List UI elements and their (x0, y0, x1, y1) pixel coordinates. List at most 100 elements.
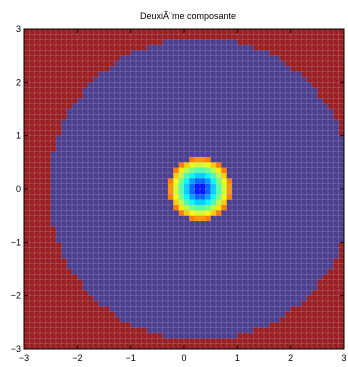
heatmap-cell (157, 205, 163, 211)
heatmap-cell (280, 157, 286, 163)
x-tick-label: 1 (235, 353, 240, 363)
heatmap-cell (237, 130, 243, 136)
heatmap-cell (173, 77, 179, 83)
heatmap-cell (210, 242, 217, 248)
heatmap-cell (216, 135, 222, 142)
heatmap-cell (189, 167, 195, 174)
heatmap-cell (162, 231, 169, 238)
heatmap-cell (328, 82, 334, 88)
heatmap-cell (333, 311, 339, 318)
heatmap-cell (338, 109, 345, 115)
heatmap-cell (168, 237, 174, 243)
heatmap-cell (40, 109, 46, 115)
heatmap-cell (258, 167, 265, 174)
heatmap-cell (237, 109, 243, 115)
heatmap-cell (274, 93, 281, 99)
heatmap-cell (77, 215, 83, 222)
heatmap-cell (98, 146, 105, 152)
heatmap-cell (93, 279, 99, 286)
heatmap-cell (66, 87, 73, 94)
heatmap-cell (189, 205, 195, 211)
heatmap-cell (274, 295, 281, 302)
heatmap-cell (29, 333, 35, 339)
heatmap-cell (280, 258, 286, 264)
heatmap-cell (88, 114, 94, 120)
heatmap-cell (322, 61, 329, 67)
heatmap-cell (248, 322, 254, 328)
heatmap-cell (290, 61, 297, 67)
heatmap-cell (98, 178, 105, 184)
heatmap-cell (93, 290, 99, 296)
heatmap-cell (221, 39, 227, 46)
heatmap-cell (290, 103, 297, 110)
heatmap-cell (333, 173, 339, 179)
heatmap-cell (216, 130, 222, 136)
heatmap-cell (237, 306, 243, 312)
heatmap-cell (338, 162, 345, 168)
heatmap-cell (322, 263, 329, 270)
heatmap-cell (306, 162, 313, 168)
heatmap-cell (157, 130, 163, 136)
heatmap-cell (120, 50, 126, 56)
heatmap-cell (216, 226, 222, 232)
heatmap-cell (285, 103, 291, 110)
heatmap-cell (72, 290, 78, 296)
heatmap-cell (40, 146, 46, 152)
heatmap-cell (338, 55, 345, 62)
heatmap-cell (29, 173, 35, 179)
heatmap-cell (328, 237, 334, 243)
heatmap-cell (88, 66, 94, 72)
heatmap-cell (141, 242, 147, 248)
heatmap-cell (184, 50, 190, 56)
heatmap-cell (306, 343, 313, 350)
heatmap-cell (258, 306, 265, 312)
heatmap-cell (280, 29, 286, 35)
heatmap-cell (296, 183, 302, 190)
heatmap-cell (66, 93, 73, 99)
heatmap-cell (72, 146, 78, 152)
heatmap-cell (232, 290, 238, 296)
heatmap-cell (200, 119, 206, 126)
heatmap-cell (24, 82, 30, 88)
heatmap-cell (221, 242, 227, 248)
heatmap-cell (184, 199, 190, 206)
heatmap-cell (333, 141, 339, 147)
heatmap-cell (120, 258, 126, 264)
heatmap-cell (237, 301, 243, 307)
heatmap-cell (114, 199, 121, 206)
heatmap-cell (136, 253, 142, 259)
heatmap-cell (24, 258, 30, 264)
grid-line-diagonal (24, 29, 206, 211)
heatmap-cell (29, 290, 35, 296)
heatmap-cell (109, 77, 115, 83)
heatmap-cell (296, 151, 302, 158)
heatmap-cell (242, 29, 249, 35)
heatmap-cell (29, 141, 35, 147)
heatmap-cell (280, 77, 286, 83)
heatmap-cell (200, 210, 206, 216)
heatmap-cell (237, 61, 243, 67)
heatmap-cell (66, 306, 73, 312)
heatmap-cell (168, 82, 174, 88)
heatmap-cell (242, 66, 249, 72)
heatmap-cell (317, 269, 323, 275)
heatmap-cell (210, 34, 217, 40)
heatmap-cell (168, 301, 174, 307)
heatmap-cell (232, 258, 238, 264)
grid-line-diagonal (77, 82, 344, 349)
heatmap-cell (61, 279, 67, 286)
heatmap-cell (77, 66, 83, 72)
heatmap-cell (162, 295, 169, 302)
heatmap-cell (29, 34, 35, 40)
heatmap-cell (232, 221, 238, 227)
heatmap-cell (72, 167, 78, 174)
heatmap-cell (306, 301, 313, 307)
heatmap-cell (104, 82, 110, 88)
heatmap-cell (29, 178, 35, 184)
heatmap-cell (184, 327, 190, 334)
heatmap-cell (200, 327, 206, 334)
heatmap-cell (290, 231, 297, 238)
heatmap-cell (317, 103, 323, 110)
heatmap-cell (232, 317, 238, 323)
heatmap-cell (104, 290, 110, 296)
